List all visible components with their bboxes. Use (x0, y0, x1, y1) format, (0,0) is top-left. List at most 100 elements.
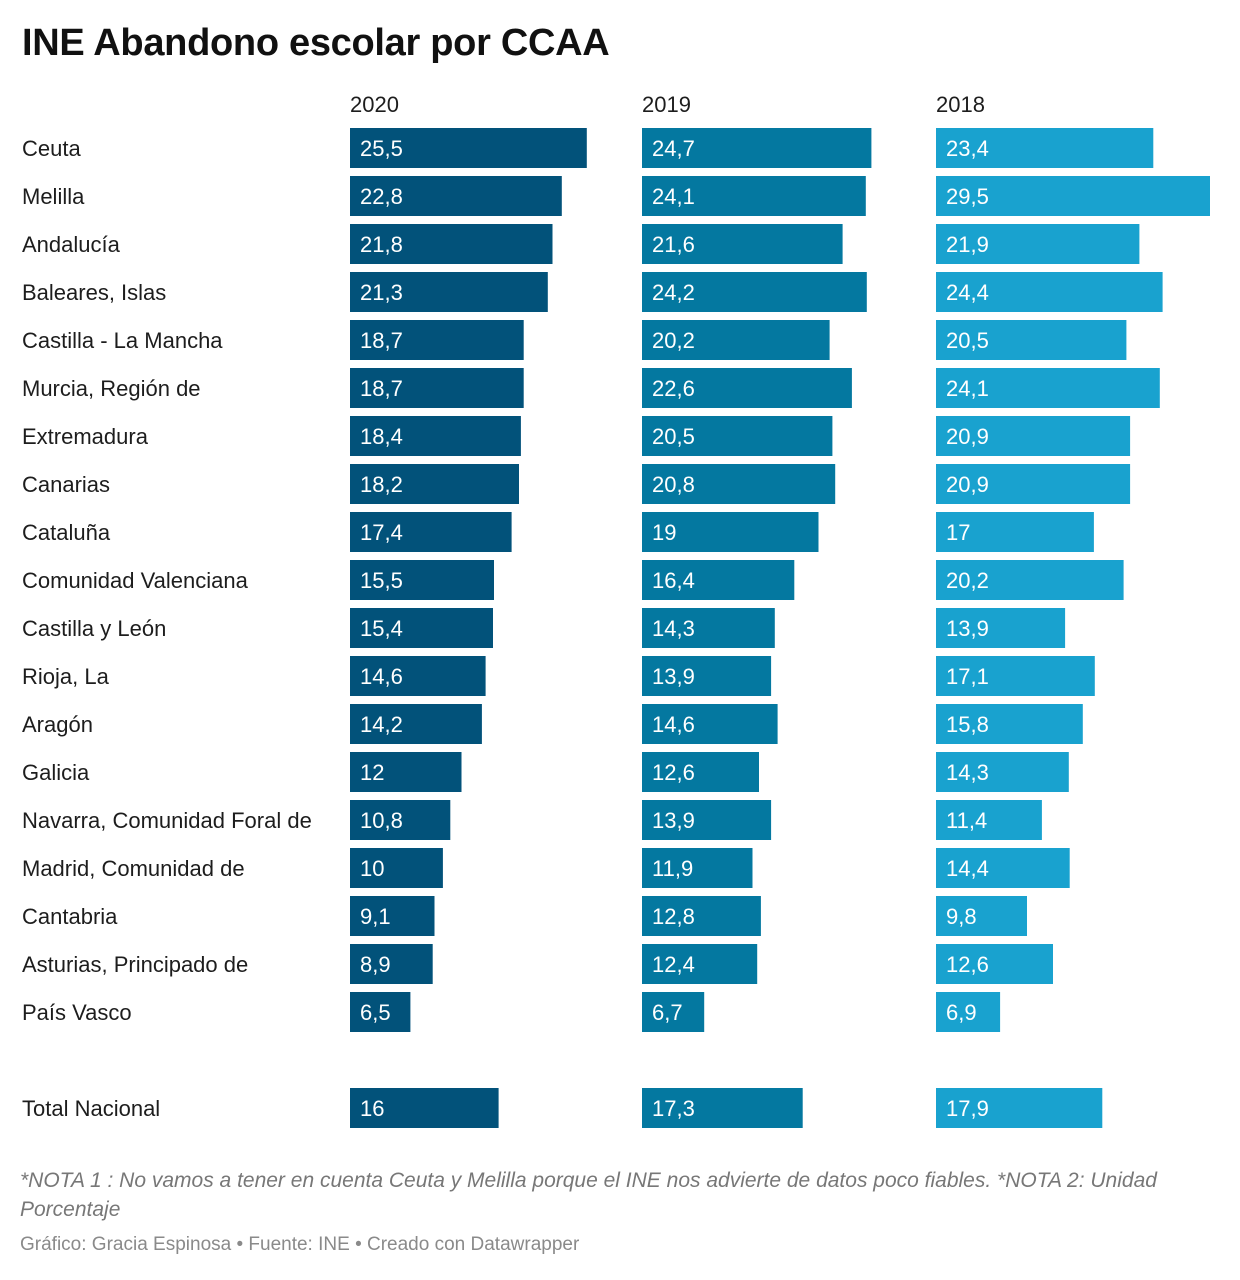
bar-value-label: 12,4 (652, 952, 695, 977)
bar-value-label: 9,1 (360, 904, 391, 929)
bar-2020 (350, 992, 411, 1032)
bar-value-label: 20,9 (946, 424, 989, 449)
bar-2020 (350, 560, 494, 600)
bar-value-label: 9,8 (946, 904, 977, 929)
bar-2019 (642, 272, 867, 312)
row-label: Ceuta (22, 136, 81, 161)
bar-2019 (642, 896, 761, 936)
bar-value-label: 21,3 (360, 280, 403, 305)
bar-value-label: 10 (360, 856, 384, 881)
bar-2018 (936, 752, 1069, 792)
bar-value-label: 11,4 (946, 808, 987, 833)
bar-2020 (350, 704, 482, 744)
bar-value-label: 21,8 (360, 232, 403, 257)
chart-note: *NOTA 1 : No vamos a tener en cuenta Ceu… (20, 1169, 1157, 1221)
bar-2019 (642, 464, 836, 504)
bar-value-label: 14,6 (652, 712, 695, 737)
bar-2020 (350, 752, 462, 792)
bar-value-label: 20,8 (652, 472, 695, 497)
column-header-2019: 2019 (642, 92, 691, 117)
bar-2019 (642, 656, 772, 696)
row-label: Murcia, Región de (22, 376, 201, 401)
bar-2018 (936, 320, 1127, 360)
bar-2020 (350, 464, 519, 504)
bar-2019 (642, 560, 795, 600)
bar-2019 (642, 608, 775, 648)
bar-value-label: 18,7 (360, 328, 403, 353)
bar-2020 (350, 224, 553, 264)
bar-2019 (642, 416, 833, 456)
bar-value-label: 15,8 (946, 712, 989, 737)
bar-2019 (642, 944, 758, 984)
bar-2020 (350, 800, 451, 840)
row-label: Cataluña (22, 520, 111, 545)
bar-2018 (936, 560, 1124, 600)
bar-2020 (350, 128, 587, 168)
bar-value-label: 10,8 (360, 808, 403, 833)
row-label: Extremadura (22, 424, 149, 449)
bar-value-label: 14,6 (360, 664, 403, 689)
bar-2020 (350, 416, 521, 456)
row-label: Comunidad Valenciana (22, 568, 249, 593)
total-row-label: Total Nacional (22, 1096, 160, 1121)
bar-2018 (936, 368, 1160, 408)
bar-2019 (642, 800, 772, 840)
column-header-2018: 2018 (936, 92, 985, 117)
bar-value-label: 22,8 (360, 184, 403, 209)
bar-value-label: 6,5 (360, 1000, 391, 1025)
row-label: País Vasco (22, 1000, 132, 1025)
row-label: Canarias (22, 472, 110, 497)
bar-value-label: 16,4 (652, 568, 695, 593)
bar-value-label: 18,4 (360, 424, 403, 449)
bar-2018 (936, 800, 1042, 840)
row-label: Baleares, Islas (22, 280, 166, 305)
bar-value-label: 6,9 (946, 1000, 977, 1025)
bar-value-label: 18,2 (360, 472, 403, 497)
bar-value-label: 15,5 (360, 568, 403, 593)
bar-value-label: 20,5 (652, 424, 695, 449)
bar-value-label: 21,6 (652, 232, 695, 257)
bar-value-label: 20,2 (652, 328, 695, 353)
bar-value-label: 17,3 (652, 1096, 695, 1121)
bar-2018 (936, 896, 1027, 936)
bar-2019 (642, 848, 753, 888)
bar-value-label: 24,4 (946, 280, 989, 305)
bar-value-label: 29,5 (946, 184, 989, 209)
bar-value-label: 25,5 (360, 136, 403, 161)
bar-value-label: 20,9 (946, 472, 989, 497)
bar-2020 (350, 1088, 499, 1128)
bar-value-label: 17,9 (946, 1096, 989, 1121)
bar-2020 (350, 368, 524, 408)
column-header-2020: 2020 (350, 92, 399, 117)
bar-2020 (350, 944, 433, 984)
bar-value-label: 17,1 (946, 664, 989, 689)
bar-value-label: 16 (360, 1096, 384, 1121)
bar-value-label: 11,9 (652, 856, 693, 881)
bar-2019 (642, 176, 866, 216)
bar-value-label: 13,9 (946, 616, 989, 641)
bar-2018 (936, 944, 1053, 984)
bar-value-label: 24,1 (652, 184, 695, 209)
row-label: Galicia (22, 760, 90, 785)
bar-2020 (350, 272, 548, 312)
bar-2019 (642, 1088, 803, 1128)
bar-2020 (350, 608, 493, 648)
chart-credit: Gráfico: Gracia Espinosa • Fuente: INE •… (20, 1234, 580, 1255)
row-label: Andalucía (22, 232, 121, 257)
bar-value-label: 8,9 (360, 952, 391, 977)
bar-2019 (642, 992, 705, 1032)
bar-value-label: 24,1 (946, 376, 989, 401)
bar-2019 (642, 320, 830, 360)
bar-value-label: 18,7 (360, 376, 403, 401)
bar-2020 (350, 176, 562, 216)
bar-value-label: 17 (946, 520, 970, 545)
bar-2019 (642, 368, 852, 408)
row-label: Madrid, Comunidad de (22, 856, 245, 881)
bar-2018 (936, 272, 1163, 312)
bar-2020 (350, 512, 512, 552)
bar-value-label: 12,6 (652, 760, 695, 785)
bar-2020 (350, 656, 486, 696)
bar-value-label: 21,9 (946, 232, 989, 257)
bar-value-label: 13,9 (652, 664, 695, 689)
bar-value-label: 14,2 (360, 712, 403, 737)
